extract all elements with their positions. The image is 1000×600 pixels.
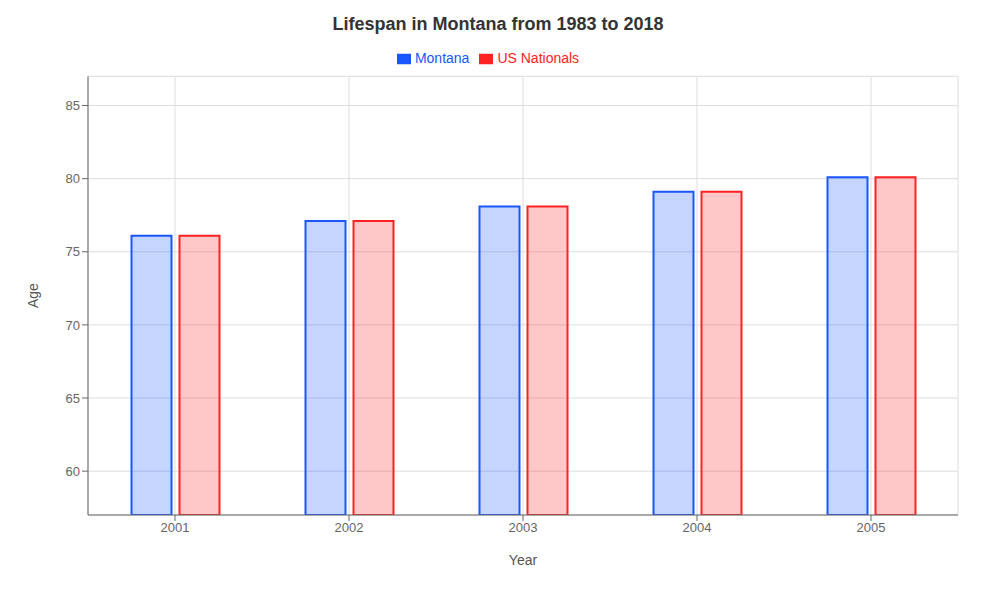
svg-text:60: 60 xyxy=(66,464,80,479)
svg-text:Year: Year xyxy=(509,552,538,568)
svg-text:2004: 2004 xyxy=(683,520,712,535)
svg-text:2001: 2001 xyxy=(161,520,190,535)
svg-text:2003: 2003 xyxy=(509,520,538,535)
html-text:Montana: Montana xyxy=(414,50,470,66)
html-text:US Nationals: US Nationals xyxy=(497,50,580,66)
html-text:Lifespan in Montana from 1983: Lifespan in Montana from 1983 to 2018 xyxy=(332,14,664,34)
svg-text:2005: 2005 xyxy=(857,520,886,535)
svg-text:70: 70 xyxy=(66,318,80,333)
svg-text:85: 85 xyxy=(66,98,80,113)
svg-text:Age: Age xyxy=(25,283,41,308)
svg-text:80: 80 xyxy=(66,171,80,186)
svg-text:65: 65 xyxy=(66,391,80,406)
svg-text:2002: 2002 xyxy=(335,520,364,535)
svg-text:75: 75 xyxy=(66,244,80,259)
